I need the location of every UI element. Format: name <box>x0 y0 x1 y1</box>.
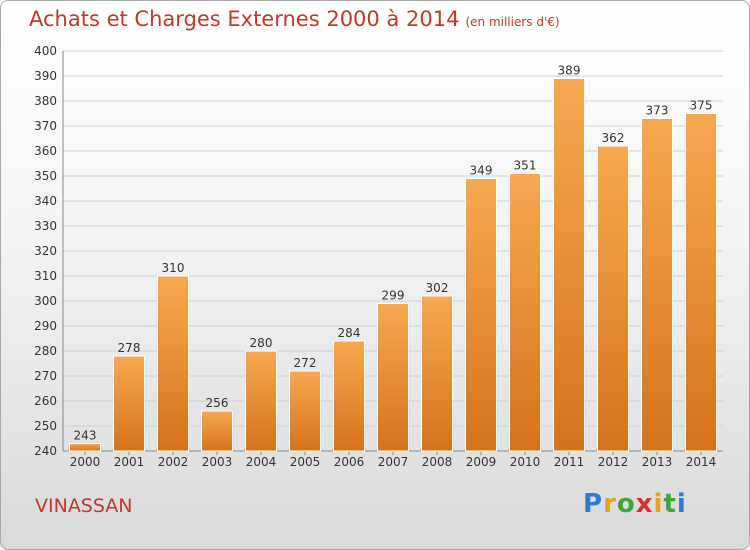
data-label-2009: 349 <box>470 164 493 178</box>
y-tick-label: 390 <box>34 69 57 83</box>
chart-title-text: Achats et Charges Externes 2000 à 2014 <box>29 7 460 31</box>
y-tick-label: 360 <box>34 144 57 158</box>
city-label: VINASSAN <box>35 495 133 517</box>
bar-2013 <box>641 118 673 452</box>
y-tick-label: 300 <box>34 294 57 308</box>
chart-subtitle: (en milliers d'€) <box>465 15 560 29</box>
logo-letter: r <box>603 489 617 519</box>
y-tick-label: 340 <box>34 194 57 208</box>
data-label-2005: 272 <box>294 356 317 370</box>
data-label-2001: 278 <box>118 341 141 355</box>
bar-2007 <box>377 303 409 452</box>
bar-2003 <box>201 410 233 452</box>
x-tick-label-2008: 2008 <box>422 455 453 469</box>
x-tick-label-2012: 2012 <box>598 455 629 469</box>
x-tick-label-2001: 2001 <box>114 455 145 469</box>
y-tick-label: 350 <box>34 169 57 183</box>
chart-title: Achats et Charges Externes 2000 à 2014 (e… <box>29 7 560 31</box>
y-tick-label: 380 <box>34 94 57 108</box>
data-label-2008: 302 <box>426 281 449 295</box>
bar-2008 <box>421 295 453 452</box>
data-label-2002: 310 <box>162 261 185 275</box>
x-tick-label-2000: 2000 <box>70 455 101 469</box>
x-tick-label-2013: 2013 <box>642 455 673 469</box>
y-tick-label: 250 <box>34 419 57 433</box>
data-label-2012: 362 <box>602 131 625 145</box>
x-tick-label-2004: 2004 <box>246 455 277 469</box>
bar-2000 <box>69 443 101 452</box>
x-tick-label-2006: 2006 <box>334 455 365 469</box>
data-label-2004: 280 <box>250 336 273 350</box>
logo-letter: P <box>583 489 604 519</box>
axes: 240 250 260 270 280 290 300 310 320 330 340 350 360 3… <box>34 44 723 469</box>
bar-2004 <box>245 350 277 452</box>
bar-2005 <box>289 370 321 452</box>
x-tick-label-2009: 2009 <box>466 455 497 469</box>
data-label-2014: 375 <box>690 99 713 113</box>
x-tick-label-2014: 2014 <box>686 455 717 469</box>
bars <box>69 78 717 452</box>
bar-2009 <box>465 178 497 452</box>
data-label-2000: 243 <box>74 429 97 443</box>
y-tick-label: 370 <box>34 119 57 133</box>
data-label-2007: 299 <box>382 289 405 303</box>
data-label-2003: 256 <box>206 396 229 410</box>
proxiti-logo[interactable]: Proxiti <box>583 489 687 519</box>
x-tick-label-2003: 2003 <box>202 455 233 469</box>
y-tick-label: 400 <box>34 44 57 58</box>
bar-2002 <box>157 275 189 452</box>
bar-2006 <box>333 340 365 452</box>
logo-letter: i <box>653 489 664 519</box>
x-tick-label-2007: 2007 <box>378 455 409 469</box>
y-tick-label: 290 <box>34 319 57 333</box>
bar-2001 <box>113 355 145 452</box>
x-tick-label-2011: 2011 <box>554 455 585 469</box>
logo-letter: t <box>663 489 677 519</box>
data-label-2011: 389 <box>558 64 581 78</box>
y-tick-label: 240 <box>34 444 57 458</box>
data-label-2010: 351 <box>514 159 537 173</box>
x-tick-label-2005: 2005 <box>290 455 321 469</box>
logo-letter: i <box>676 489 687 519</box>
y-tick-label: 330 <box>34 219 57 233</box>
data-labels: 243 278 310 256 280 272 284 299 302 349 351 389 362 3… <box>74 64 713 443</box>
x-tick-label-2002: 2002 <box>158 455 189 469</box>
y-tick-label: 280 <box>34 344 57 358</box>
y-tick-label: 260 <box>34 394 57 408</box>
y-tick-label: 310 <box>34 269 57 283</box>
data-label-2006: 284 <box>338 326 361 340</box>
bar-2014 <box>685 113 717 452</box>
logo-letter: o <box>616 489 636 519</box>
logo-letter: x <box>635 489 654 519</box>
bar-2012 <box>597 145 629 452</box>
bar-2010 <box>509 173 541 452</box>
bar-2011 <box>553 78 585 452</box>
x-tick-label-2010: 2010 <box>510 455 541 469</box>
y-tick-label: 270 <box>34 369 57 383</box>
data-label-2013: 373 <box>646 104 669 118</box>
y-tick-label: 320 <box>34 244 57 258</box>
